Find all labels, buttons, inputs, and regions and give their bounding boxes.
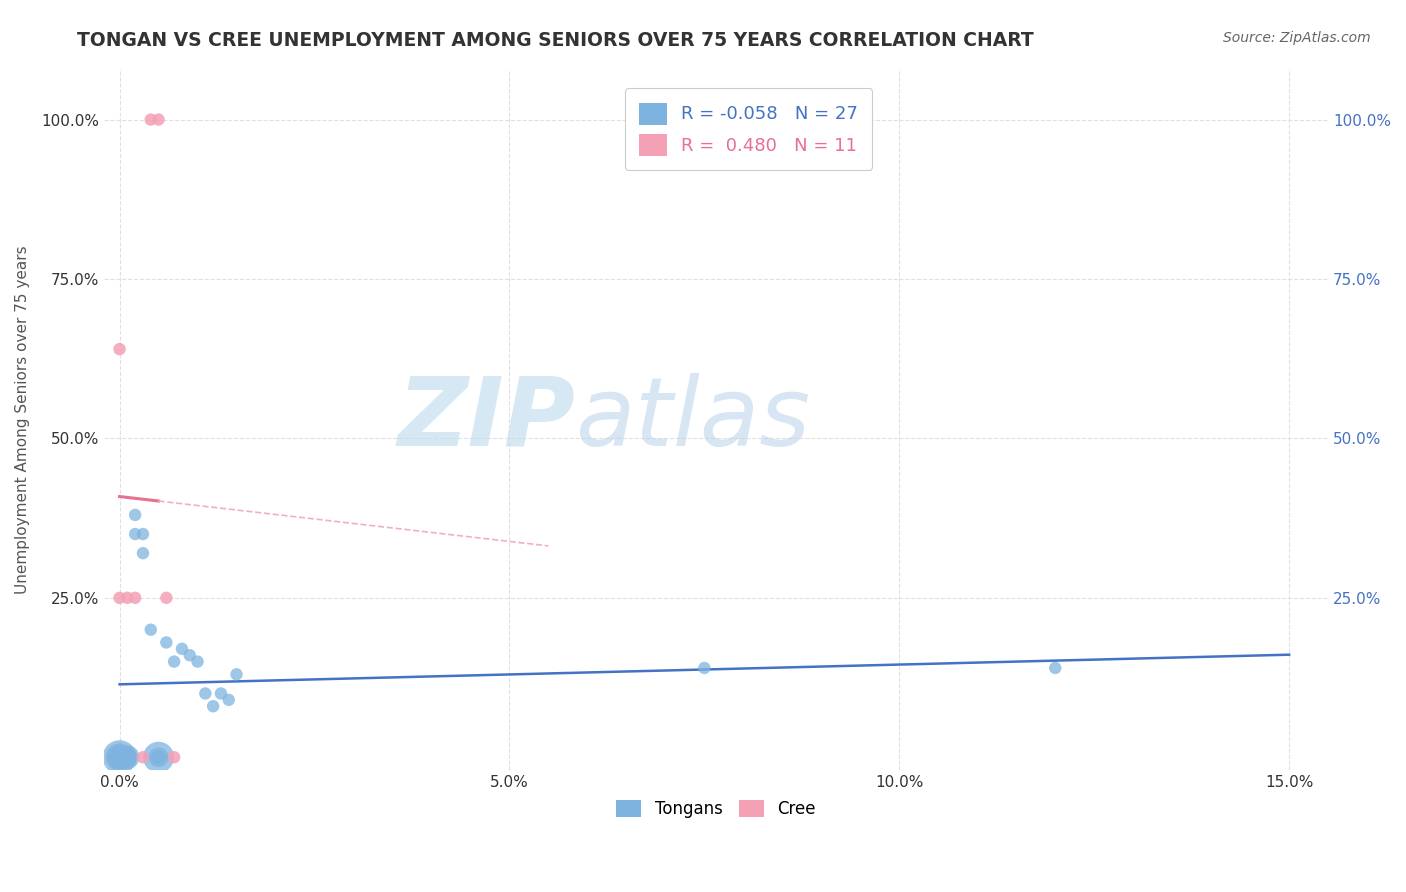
Point [218, 693, 240, 707]
Text: Source: ZipAtlas.com: Source: ZipAtlas.com [1223, 31, 1371, 45]
Point [124, 508, 146, 522]
Legend: Tongans, Cree: Tongans, Cree [610, 793, 823, 825]
Point [148, 112, 170, 127]
Point [163, 750, 186, 764]
Point [155, 591, 177, 605]
Point [124, 527, 146, 541]
Point [108, 342, 131, 356]
Point [139, 112, 162, 127]
Y-axis label: Unemployment Among Seniors over 75 years: Unemployment Among Seniors over 75 years [15, 245, 30, 593]
Point [139, 623, 162, 637]
Point [225, 667, 247, 681]
Point [163, 655, 186, 669]
Point [108, 591, 131, 605]
Point [132, 527, 155, 541]
Point [108, 750, 131, 764]
Text: atlas: atlas [575, 373, 810, 466]
Point [108, 750, 131, 764]
Point [693, 661, 716, 675]
Point [117, 591, 139, 605]
Point [108, 750, 131, 764]
Point [155, 635, 177, 649]
Point [132, 750, 155, 764]
Point [209, 686, 232, 700]
Point [148, 750, 170, 764]
Point [148, 750, 170, 764]
Point [148, 750, 170, 764]
Point [202, 699, 225, 714]
Text: TONGAN VS CREE UNEMPLOYMENT AMONG SENIORS OVER 75 YEARS CORRELATION CHART: TONGAN VS CREE UNEMPLOYMENT AMONG SENIOR… [77, 31, 1033, 50]
Point [170, 641, 193, 656]
Point [186, 655, 208, 669]
Point [117, 750, 139, 764]
Point [124, 591, 146, 605]
Text: ZIP: ZIP [398, 373, 575, 466]
Point [179, 648, 201, 663]
Point [1045, 661, 1067, 675]
Point [117, 750, 139, 764]
Point [194, 686, 217, 700]
Point [117, 750, 139, 764]
Point [108, 750, 131, 764]
Point [132, 546, 155, 560]
